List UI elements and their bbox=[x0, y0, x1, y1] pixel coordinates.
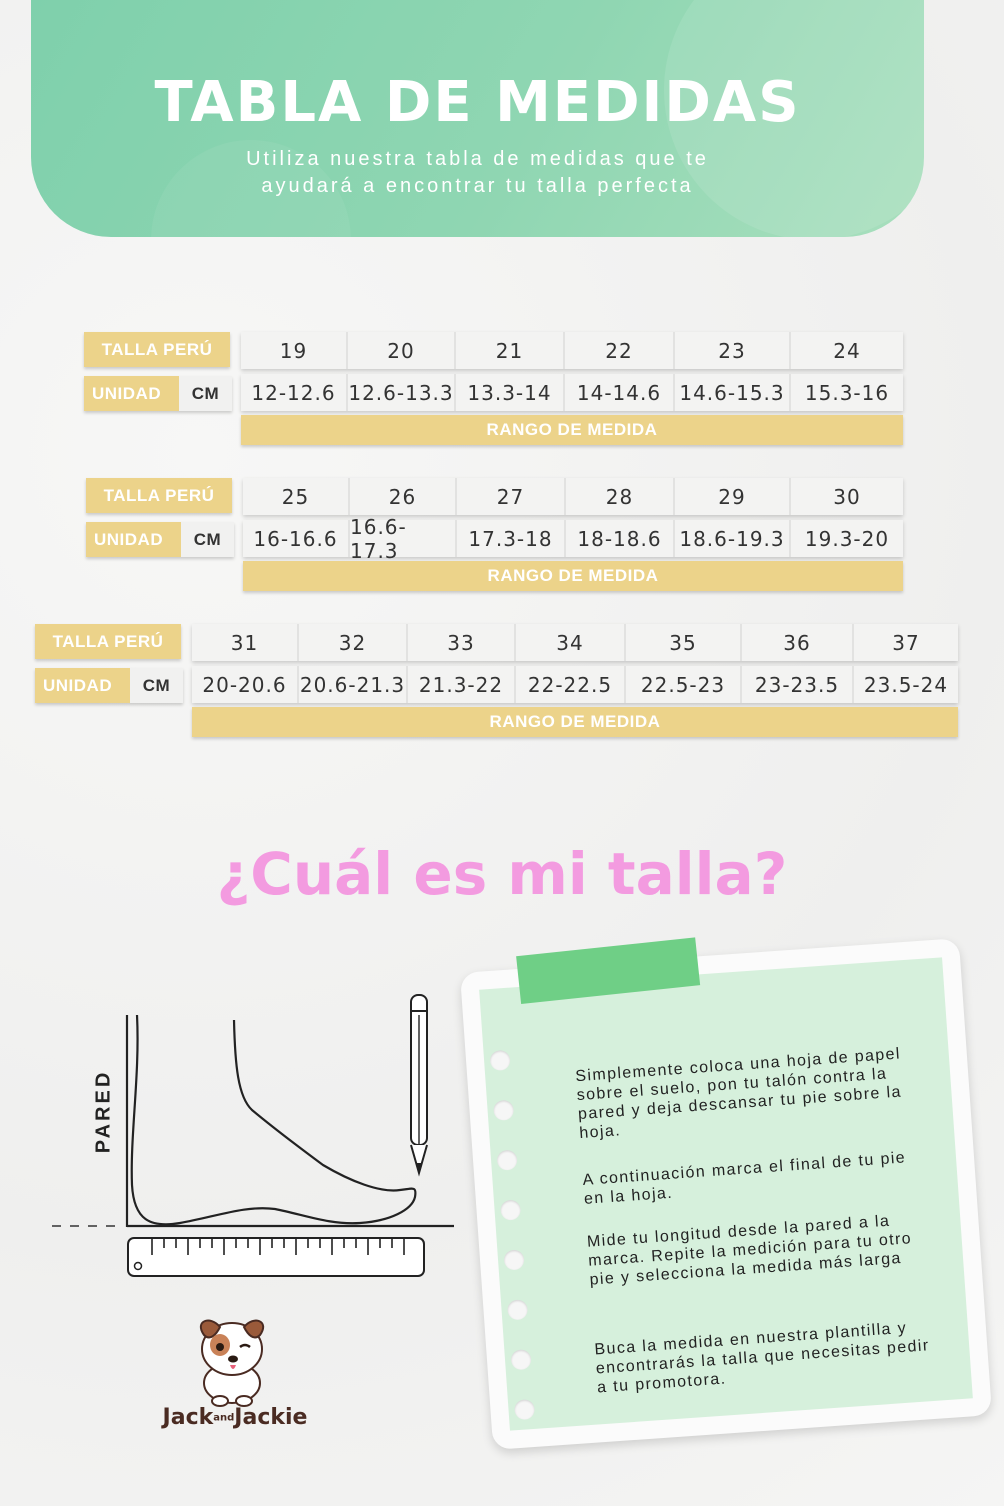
binder-hole bbox=[506, 1299, 529, 1321]
subtitle-line-1: Utiliza nuestra tabla de medidas que te bbox=[246, 148, 709, 170]
size-cell: 19 bbox=[241, 332, 348, 369]
range-cell: 18.6-19.3 bbox=[675, 520, 791, 557]
size-cell: 20 bbox=[348, 332, 456, 369]
unit-label-text: UNIDAD bbox=[92, 383, 162, 403]
range-cell: 17.3-18 bbox=[457, 520, 566, 557]
size-cell: 32 bbox=[299, 624, 408, 661]
size-cell: 23 bbox=[675, 332, 791, 369]
range-cell: 22.5-23 bbox=[626, 666, 742, 703]
wall-label: PARED bbox=[92, 1069, 115, 1154]
pencil-icon bbox=[410, 994, 428, 1177]
size-cell: 28 bbox=[566, 478, 675, 515]
size-cell: 35 bbox=[626, 624, 742, 661]
unit-label: UNIDAD CM bbox=[86, 522, 234, 557]
unit-label-text: UNIDAD bbox=[43, 675, 113, 695]
range-label: RANGO DE MEDIDA bbox=[243, 561, 903, 591]
unit-value: CM bbox=[179, 376, 232, 411]
question-heading: ¿Cuál es mi talla? bbox=[216, 840, 788, 908]
size-cell: 30 bbox=[833, 484, 861, 509]
sizes-row: 25 26 27 28 29 30 bbox=[243, 478, 903, 515]
ranges-row: 16-16.6 16.6-17.3 17.3-18 18-18.6 18.6-1… bbox=[243, 515, 903, 563]
size-cell: 34 bbox=[516, 624, 626, 661]
unit-label: UNIDAD CM bbox=[35, 668, 183, 703]
size-label: TALLA PERÚ bbox=[86, 478, 232, 513]
range-cell: 22-22.5 bbox=[516, 666, 626, 703]
instruction-step-1: Simplemente coloca una hoja de papel sob… bbox=[574, 1045, 903, 1143]
size-label: TALLA PERÚ bbox=[35, 624, 181, 659]
unit-label: UNIDAD CM bbox=[84, 376, 232, 411]
sizes-row: 31 32 33 34 35 36 37 bbox=[192, 624, 958, 661]
range-cell: 21.3-22 bbox=[408, 666, 516, 703]
range-cell: 23.5-24 bbox=[863, 672, 949, 697]
instructions-note: Simplemente coloca una hoja de papel sob… bbox=[459, 937, 993, 1450]
binder-hole bbox=[510, 1349, 532, 1371]
size-label: TALLA PERÚ bbox=[84, 332, 230, 367]
range-cell: 19.3-20 bbox=[804, 526, 890, 551]
range-cell: 20-20.6 bbox=[192, 666, 299, 703]
note-inner: Simplemente coloca una hoja de papel sob… bbox=[479, 957, 973, 1431]
range-cell: 12.6-13.3 bbox=[348, 374, 456, 411]
range-cell: 16.6-17.3 bbox=[350, 515, 457, 563]
page-subtitle: Utiliza nuestra tabla de medidas que te … bbox=[31, 146, 924, 200]
size-cell: 33 bbox=[408, 624, 516, 661]
brand-right: Jackie bbox=[234, 1405, 308, 1430]
unit-value: CM bbox=[181, 522, 234, 557]
brand-left: Jack bbox=[162, 1405, 214, 1430]
brand-logo: JackandJackie bbox=[150, 1313, 320, 1443]
range-label: RANGO DE MEDIDA bbox=[241, 415, 903, 445]
size-cell: 27 bbox=[457, 478, 566, 515]
range-cell: 15.3-16 bbox=[804, 380, 890, 405]
instruction-step-4: Buca la medida en nuestra plantilla y en… bbox=[593, 1319, 931, 1397]
subtitle-line-2: ayudará a encontrar tu talla perfecta bbox=[261, 175, 694, 197]
ranges-row: 20-20.6 20.6-21.3 21.3-22 22-22.5 22.5-2… bbox=[192, 666, 958, 703]
dog-mascot-icon bbox=[199, 1319, 265, 1407]
range-cell: 23-23.5 bbox=[742, 666, 854, 703]
unit-value: CM bbox=[130, 668, 183, 703]
brand-name: JackandJackie bbox=[150, 1405, 320, 1430]
page-title: TABLA DE MEDIDAS bbox=[154, 70, 801, 135]
range-cell: 13.3-14 bbox=[456, 374, 565, 411]
binder-hole bbox=[499, 1199, 522, 1221]
binder-hole bbox=[492, 1099, 515, 1121]
size-cell: 31 bbox=[192, 624, 299, 661]
ranges-row: 12-12.6 12.6-13.3 13.3-14 14-14.6 14.6-1… bbox=[241, 374, 903, 411]
size-cell: 37 bbox=[892, 630, 920, 655]
size-cell: 21 bbox=[456, 332, 565, 369]
sizes-row: 19 20 21 22 23 24 bbox=[241, 332, 903, 369]
range-cell: 18-18.6 bbox=[566, 520, 675, 557]
range-cell: 14.6-15.3 bbox=[675, 374, 791, 411]
instruction-step-2: A continuación marca el final de tu pie … bbox=[582, 1149, 907, 1208]
brand-mid: and bbox=[213, 1412, 235, 1424]
ruler-icon bbox=[127, 1237, 425, 1277]
unit-label-text: UNIDAD bbox=[94, 529, 164, 549]
size-cell: 29 bbox=[675, 478, 791, 515]
range-cell: 14-14.6 bbox=[565, 374, 675, 411]
foot-measurement-diagram bbox=[52, 994, 454, 1277]
range-cell: 12-12.6 bbox=[241, 374, 348, 411]
header-banner: TABLA DE MEDIDAS Utiliza nuestra tabla d… bbox=[31, 0, 924, 237]
size-cell: 24 bbox=[833, 338, 861, 363]
range-cell: 16-16.6 bbox=[243, 520, 350, 557]
foot-outline bbox=[130, 1014, 417, 1226]
size-cell: 36 bbox=[742, 624, 854, 661]
binder-hole bbox=[496, 1149, 518, 1171]
range-cell: 20.6-21.3 bbox=[299, 666, 408, 703]
size-cell: 22 bbox=[565, 332, 675, 369]
size-cell: 25 bbox=[243, 478, 350, 515]
size-cell: 26 bbox=[350, 478, 457, 515]
range-label: RANGO DE MEDIDA bbox=[192, 707, 958, 737]
binder-hole bbox=[489, 1049, 511, 1072]
instruction-step-3: Mide tu longitud desde la pared a la mar… bbox=[586, 1212, 913, 1289]
binder-hole bbox=[503, 1249, 525, 1271]
binder-hole bbox=[513, 1398, 536, 1421]
